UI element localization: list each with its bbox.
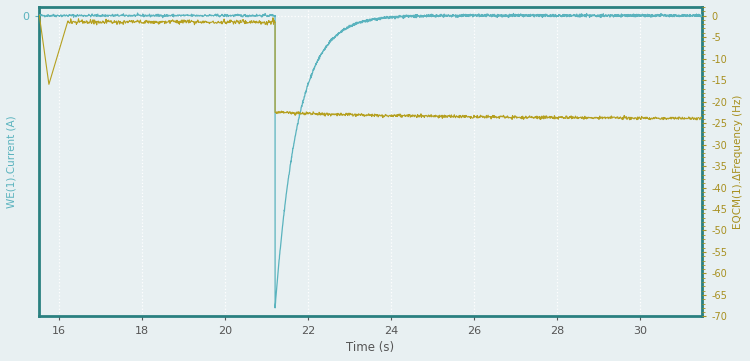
X-axis label: Time (s): Time (s) <box>346 341 394 354</box>
Y-axis label: EQCM(1).ΔFrequency (Hz): EQCM(1).ΔFrequency (Hz) <box>733 95 743 229</box>
Y-axis label: WE(1).Current (A): WE(1).Current (A) <box>7 116 17 208</box>
